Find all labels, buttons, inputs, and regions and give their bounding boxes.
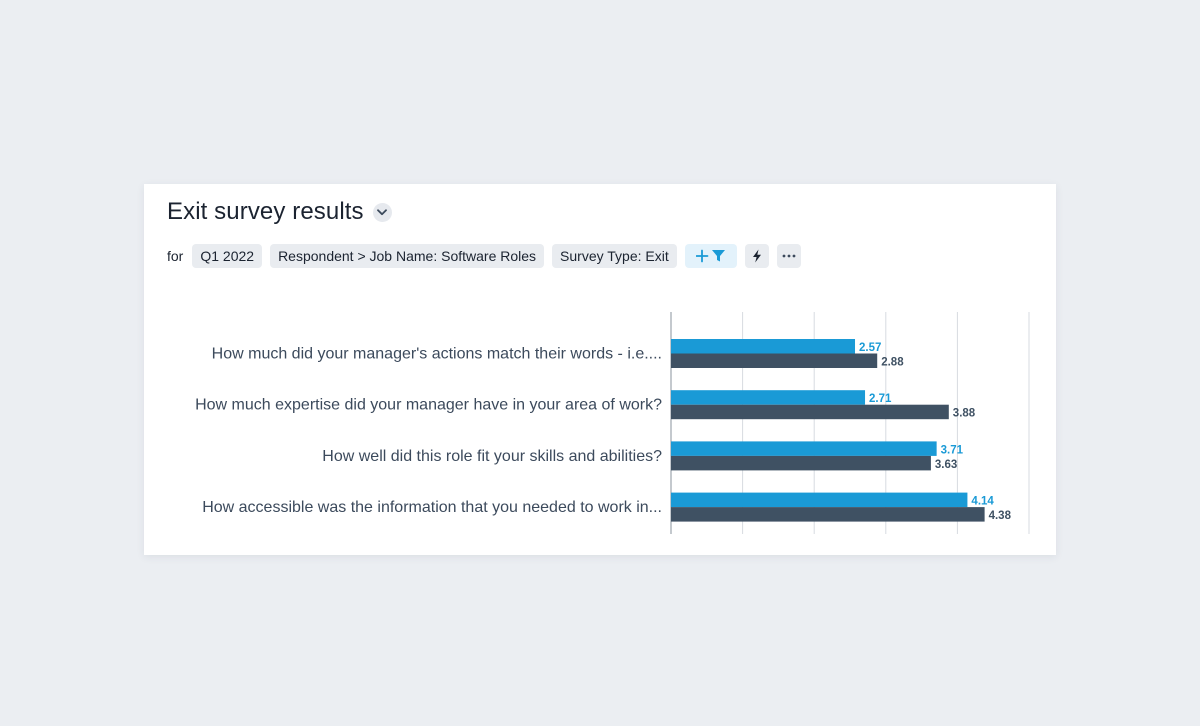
add-filter-button[interactable]	[684, 244, 737, 268]
more-options-button[interactable]	[776, 244, 801, 268]
title-dropdown-button[interactable]	[372, 202, 392, 222]
bar-chart: 2.572.88 2.71 3.88 3.71 3.63 4.14 4.38 How muc…	[195, 312, 1030, 534]
filter-chip-period[interactable]: Q1 2022	[192, 244, 263, 268]
plus-filter-icon	[695, 249, 725, 263]
data-label: 3.88	[953, 408, 976, 420]
bar	[671, 507, 985, 522]
data-label: 2.88	[881, 357, 904, 369]
category-label: How much expertise did your manager have…	[195, 397, 662, 414]
bar	[671, 353, 878, 368]
bar	[671, 492, 968, 508]
filter-chip-job-name[interactable]: Respondent > Job Name: Software Roles	[270, 244, 545, 268]
data-label: 3.71	[941, 444, 964, 456]
data-label: 4.38	[989, 510, 1012, 522]
chart-bars: 2.572.88 2.71 3.88 3.71 3.63 4.14 4.38	[671, 339, 1012, 522]
ellipsis-icon	[782, 254, 796, 258]
widget-title: Exit survey results	[167, 198, 364, 225]
category-label: How accessible was the information that …	[202, 499, 662, 516]
quick-actions-button[interactable]	[744, 244, 769, 268]
data-label: 2.57	[859, 342, 881, 354]
category-label: How much did your manager's actions matc…	[212, 346, 662, 363]
bar	[671, 404, 949, 420]
chevron-down-icon	[377, 208, 388, 215]
bar	[671, 441, 937, 456]
bar	[671, 455, 931, 471]
data-label: 2.71	[869, 393, 892, 405]
bar	[671, 390, 866, 405]
title-row: Exit survey results	[167, 198, 392, 226]
bar	[671, 339, 856, 354]
lightning-icon	[752, 249, 761, 263]
filter-bar: for Q1 2022 Respondent > Job Name: Softw…	[167, 244, 809, 268]
filter-chip-survey-type[interactable]: Survey Type: Exit	[552, 244, 677, 268]
data-label: 4.14	[971, 496, 994, 508]
for-label: for	[167, 248, 184, 264]
data-label: 3.63	[935, 459, 957, 471]
survey-card: 2.57 2.88 2.71 3.88 3.71 3.63 4.14 4.38 How muc…	[144, 184, 1056, 555]
category-label: How well did this role fit your skills a…	[322, 448, 662, 465]
chart-category-labels: How much did your manager's actions matc…	[195, 346, 662, 517]
